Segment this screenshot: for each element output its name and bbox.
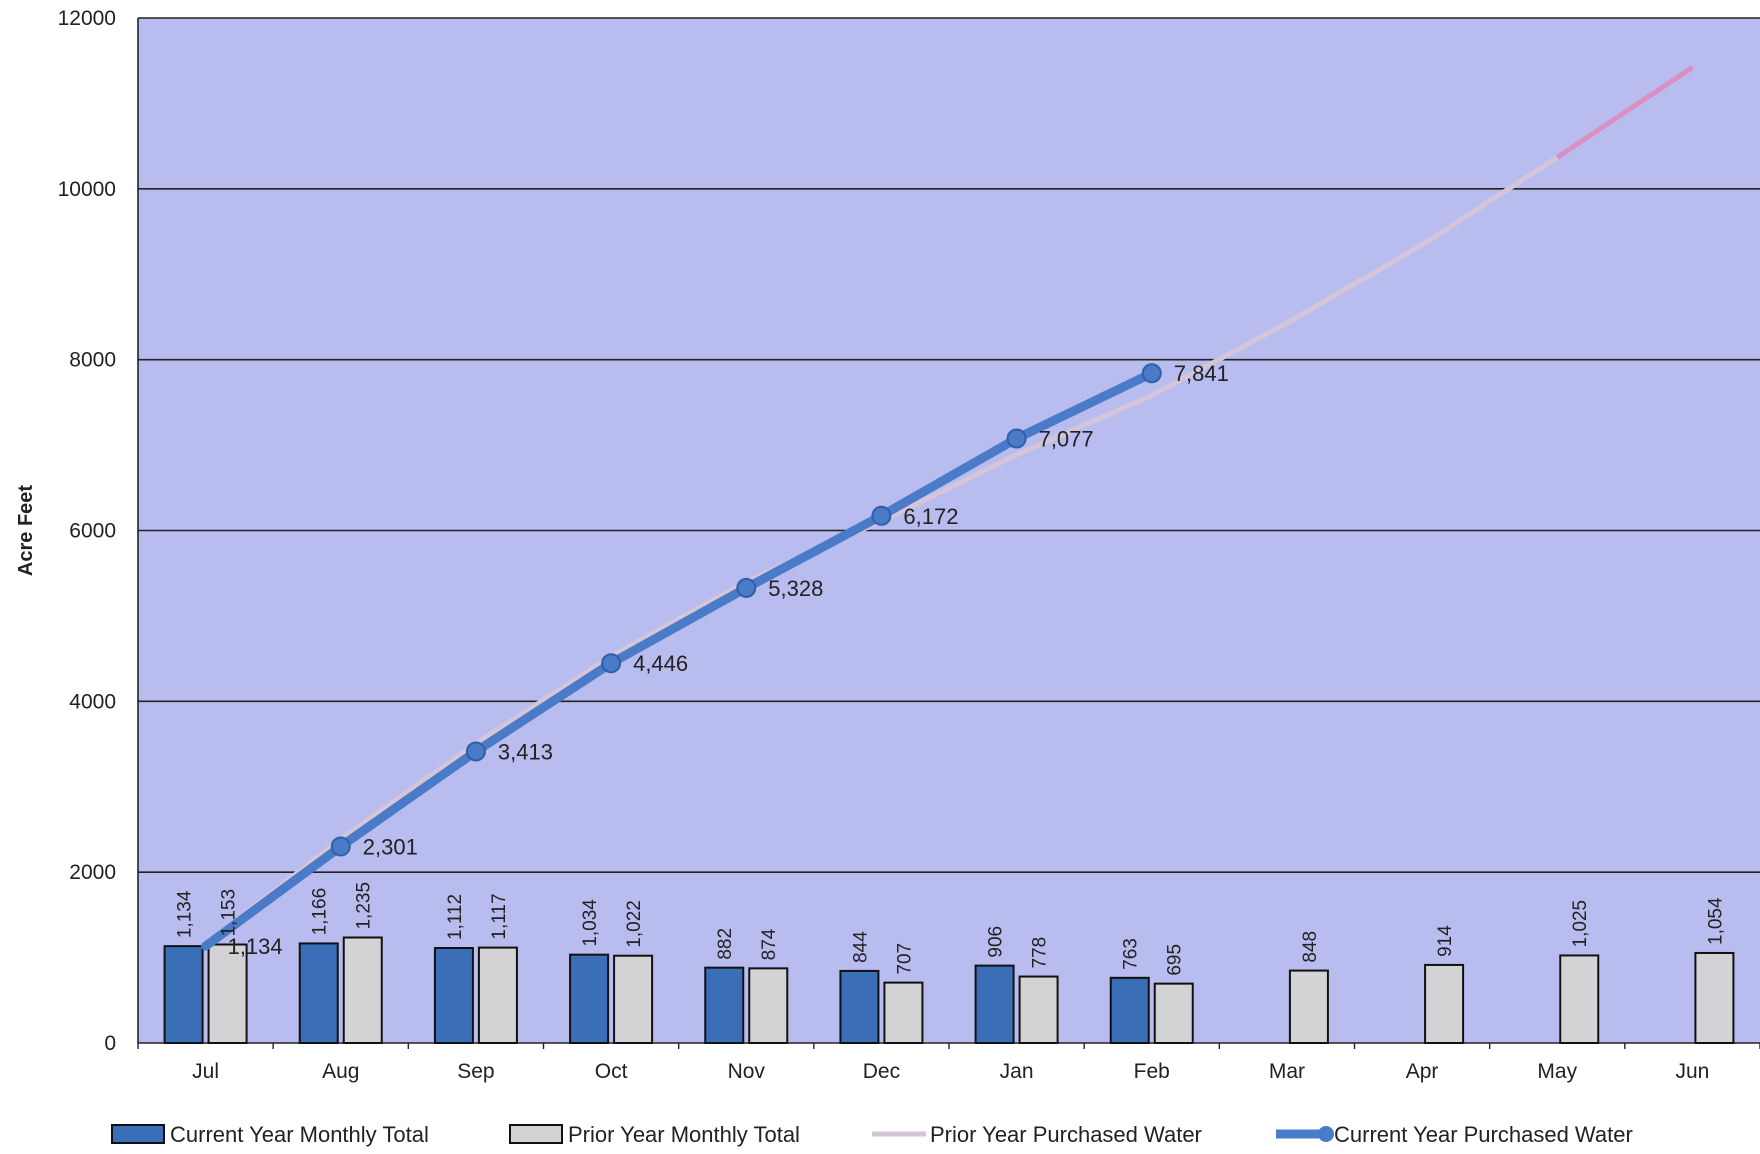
x-tick-label: Dec <box>863 1060 900 1083</box>
y-axis-label: Acre Feet <box>15 485 37 576</box>
bar-value-label: 1,022 <box>624 900 645 948</box>
legend-label: Prior Year Monthly Total <box>568 1122 800 1147</box>
bar <box>298 942 339 1045</box>
x-tick-label: Nov <box>728 1060 766 1083</box>
x-tick-label: Oct <box>595 1060 628 1083</box>
x-tick-label: Feb <box>1134 1060 1170 1083</box>
current-year-point <box>1141 363 1162 384</box>
line-value-label: 4,446 <box>633 651 688 676</box>
y-tick-label: 4000 <box>69 690 116 713</box>
y-tick-label: 10000 <box>58 178 116 201</box>
bar-value-label: 1,235 <box>354 882 375 930</box>
line-value-label: 7,841 <box>1174 361 1229 386</box>
y-axis-ticks: 0 2000 4000 6000 8000 10000 12000 <box>58 7 116 1055</box>
bar-value-label: 906 <box>986 926 1007 958</box>
x-tick-label: Jul <box>192 1060 219 1083</box>
bar <box>704 966 745 1044</box>
bar-value-label: 1,134 <box>175 890 196 938</box>
line-value-label: 3,413 <box>498 739 553 764</box>
current-year-point <box>601 653 622 674</box>
x-tick-label: Jan <box>1000 1060 1034 1083</box>
bar-value-label: 882 <box>715 928 736 960</box>
legend: Current Year Monthly Total Prior Year Mon… <box>111 1122 1633 1147</box>
line-value-label: 1,134 <box>228 934 283 959</box>
bar <box>342 936 383 1045</box>
bar-value-label: 1,117 <box>489 893 510 939</box>
bars <box>163 936 1735 1045</box>
bar <box>839 969 880 1044</box>
legend-label: Prior Year Purchased Water <box>930 1122 1202 1147</box>
bar-value-label: 1,112 <box>445 894 466 940</box>
line-value-label: 7,077 <box>1039 427 1094 452</box>
current-year-point <box>1006 428 1027 449</box>
current-year-point <box>871 505 892 526</box>
bar <box>1559 954 1600 1045</box>
bar-value-label: 1,025 <box>1570 900 1591 948</box>
bar <box>477 946 518 1045</box>
bar-value-label: 695 <box>1165 944 1186 976</box>
bar <box>883 981 924 1044</box>
y-tick-label: 6000 <box>69 520 116 543</box>
bar <box>569 953 610 1044</box>
bar <box>613 954 654 1044</box>
bar <box>1288 969 1329 1044</box>
current-year-point <box>736 577 757 598</box>
line-value-label: 2,301 <box>363 834 418 859</box>
prior-year-line-tail <box>1555 65 1694 160</box>
line-value-label: 5,328 <box>768 576 823 601</box>
x-tick-label: Mar <box>1269 1060 1305 1083</box>
bar <box>433 947 474 1044</box>
x-tick-label: Aug <box>322 1060 359 1083</box>
bar-value-label: 1,166 <box>310 888 331 936</box>
bar-value-label: 1,034 <box>580 899 601 947</box>
bar <box>748 967 789 1044</box>
x-tick-label: Jun <box>1675 1060 1709 1083</box>
legend-label: Current Year Monthly Total <box>170 1122 429 1147</box>
bar <box>1018 975 1059 1045</box>
x-tick-label: Apr <box>1406 1060 1439 1083</box>
bar-value-label: 1,153 <box>219 889 240 937</box>
y-tick-label: 12000 <box>58 7 116 30</box>
current-year-line <box>201 368 1157 951</box>
bar-value-label: 1,054 <box>1705 897 1726 945</box>
bar <box>974 964 1015 1044</box>
y-tick-label: 8000 <box>69 349 116 372</box>
x-tick-label: May <box>1537 1060 1577 1083</box>
bar-value-label: 914 <box>1435 925 1456 957</box>
bar <box>163 945 204 1045</box>
line-value-label: 6,172 <box>903 504 958 529</box>
lines <box>201 65 1694 951</box>
bar-value-label: 848 <box>1300 931 1321 963</box>
bar <box>207 943 248 1045</box>
y-tick-label: 2000 <box>69 861 116 884</box>
bar-value-label: 707 <box>894 943 915 975</box>
x-tick-label: Sep <box>457 1060 494 1083</box>
current-year-point <box>465 741 486 762</box>
bar-value-label: 778 <box>1030 937 1051 969</box>
x-axis-ticks: Jul Aug Sep Oct Nov Dec Jan Feb Mar Apr May Jun <box>137 1043 1760 1083</box>
legend-swatch <box>509 1124 563 1144</box>
y-tick-label: 0 <box>104 1032 116 1055</box>
data-labels: 1,134 1,166 1,112 1,034 882 844 906 763 1,153 1,2… <box>175 361 1727 975</box>
bar-value-label: 874 <box>759 928 780 960</box>
bar <box>1153 982 1194 1045</box>
legend-swatch <box>111 1124 165 1144</box>
bar <box>1424 963 1465 1044</box>
current-year-point <box>330 836 351 857</box>
bar <box>1694 951 1735 1044</box>
bar-value-label: 844 <box>850 931 871 963</box>
legend-marker <box>1318 1126 1334 1142</box>
bar <box>1109 976 1150 1045</box>
legend-label: Current Year Purchased Water <box>1334 1122 1633 1147</box>
bar-value-label: 763 <box>1121 938 1142 970</box>
